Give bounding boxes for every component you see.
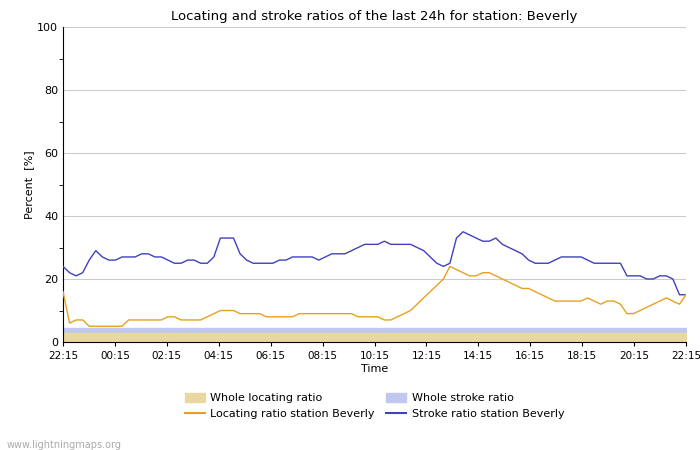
Legend: Whole locating ratio, Locating ratio station Beverly, Whole stroke ratio, Stroke: Whole locating ratio, Locating ratio sta… xyxy=(181,388,568,424)
Title: Locating and stroke ratios of the last 24h for station: Beverly: Locating and stroke ratios of the last 2… xyxy=(172,10,578,23)
X-axis label: Time: Time xyxy=(361,364,388,374)
Y-axis label: Percent  [%]: Percent [%] xyxy=(25,150,34,219)
Text: www.lightningmaps.org: www.lightningmaps.org xyxy=(7,440,122,450)
